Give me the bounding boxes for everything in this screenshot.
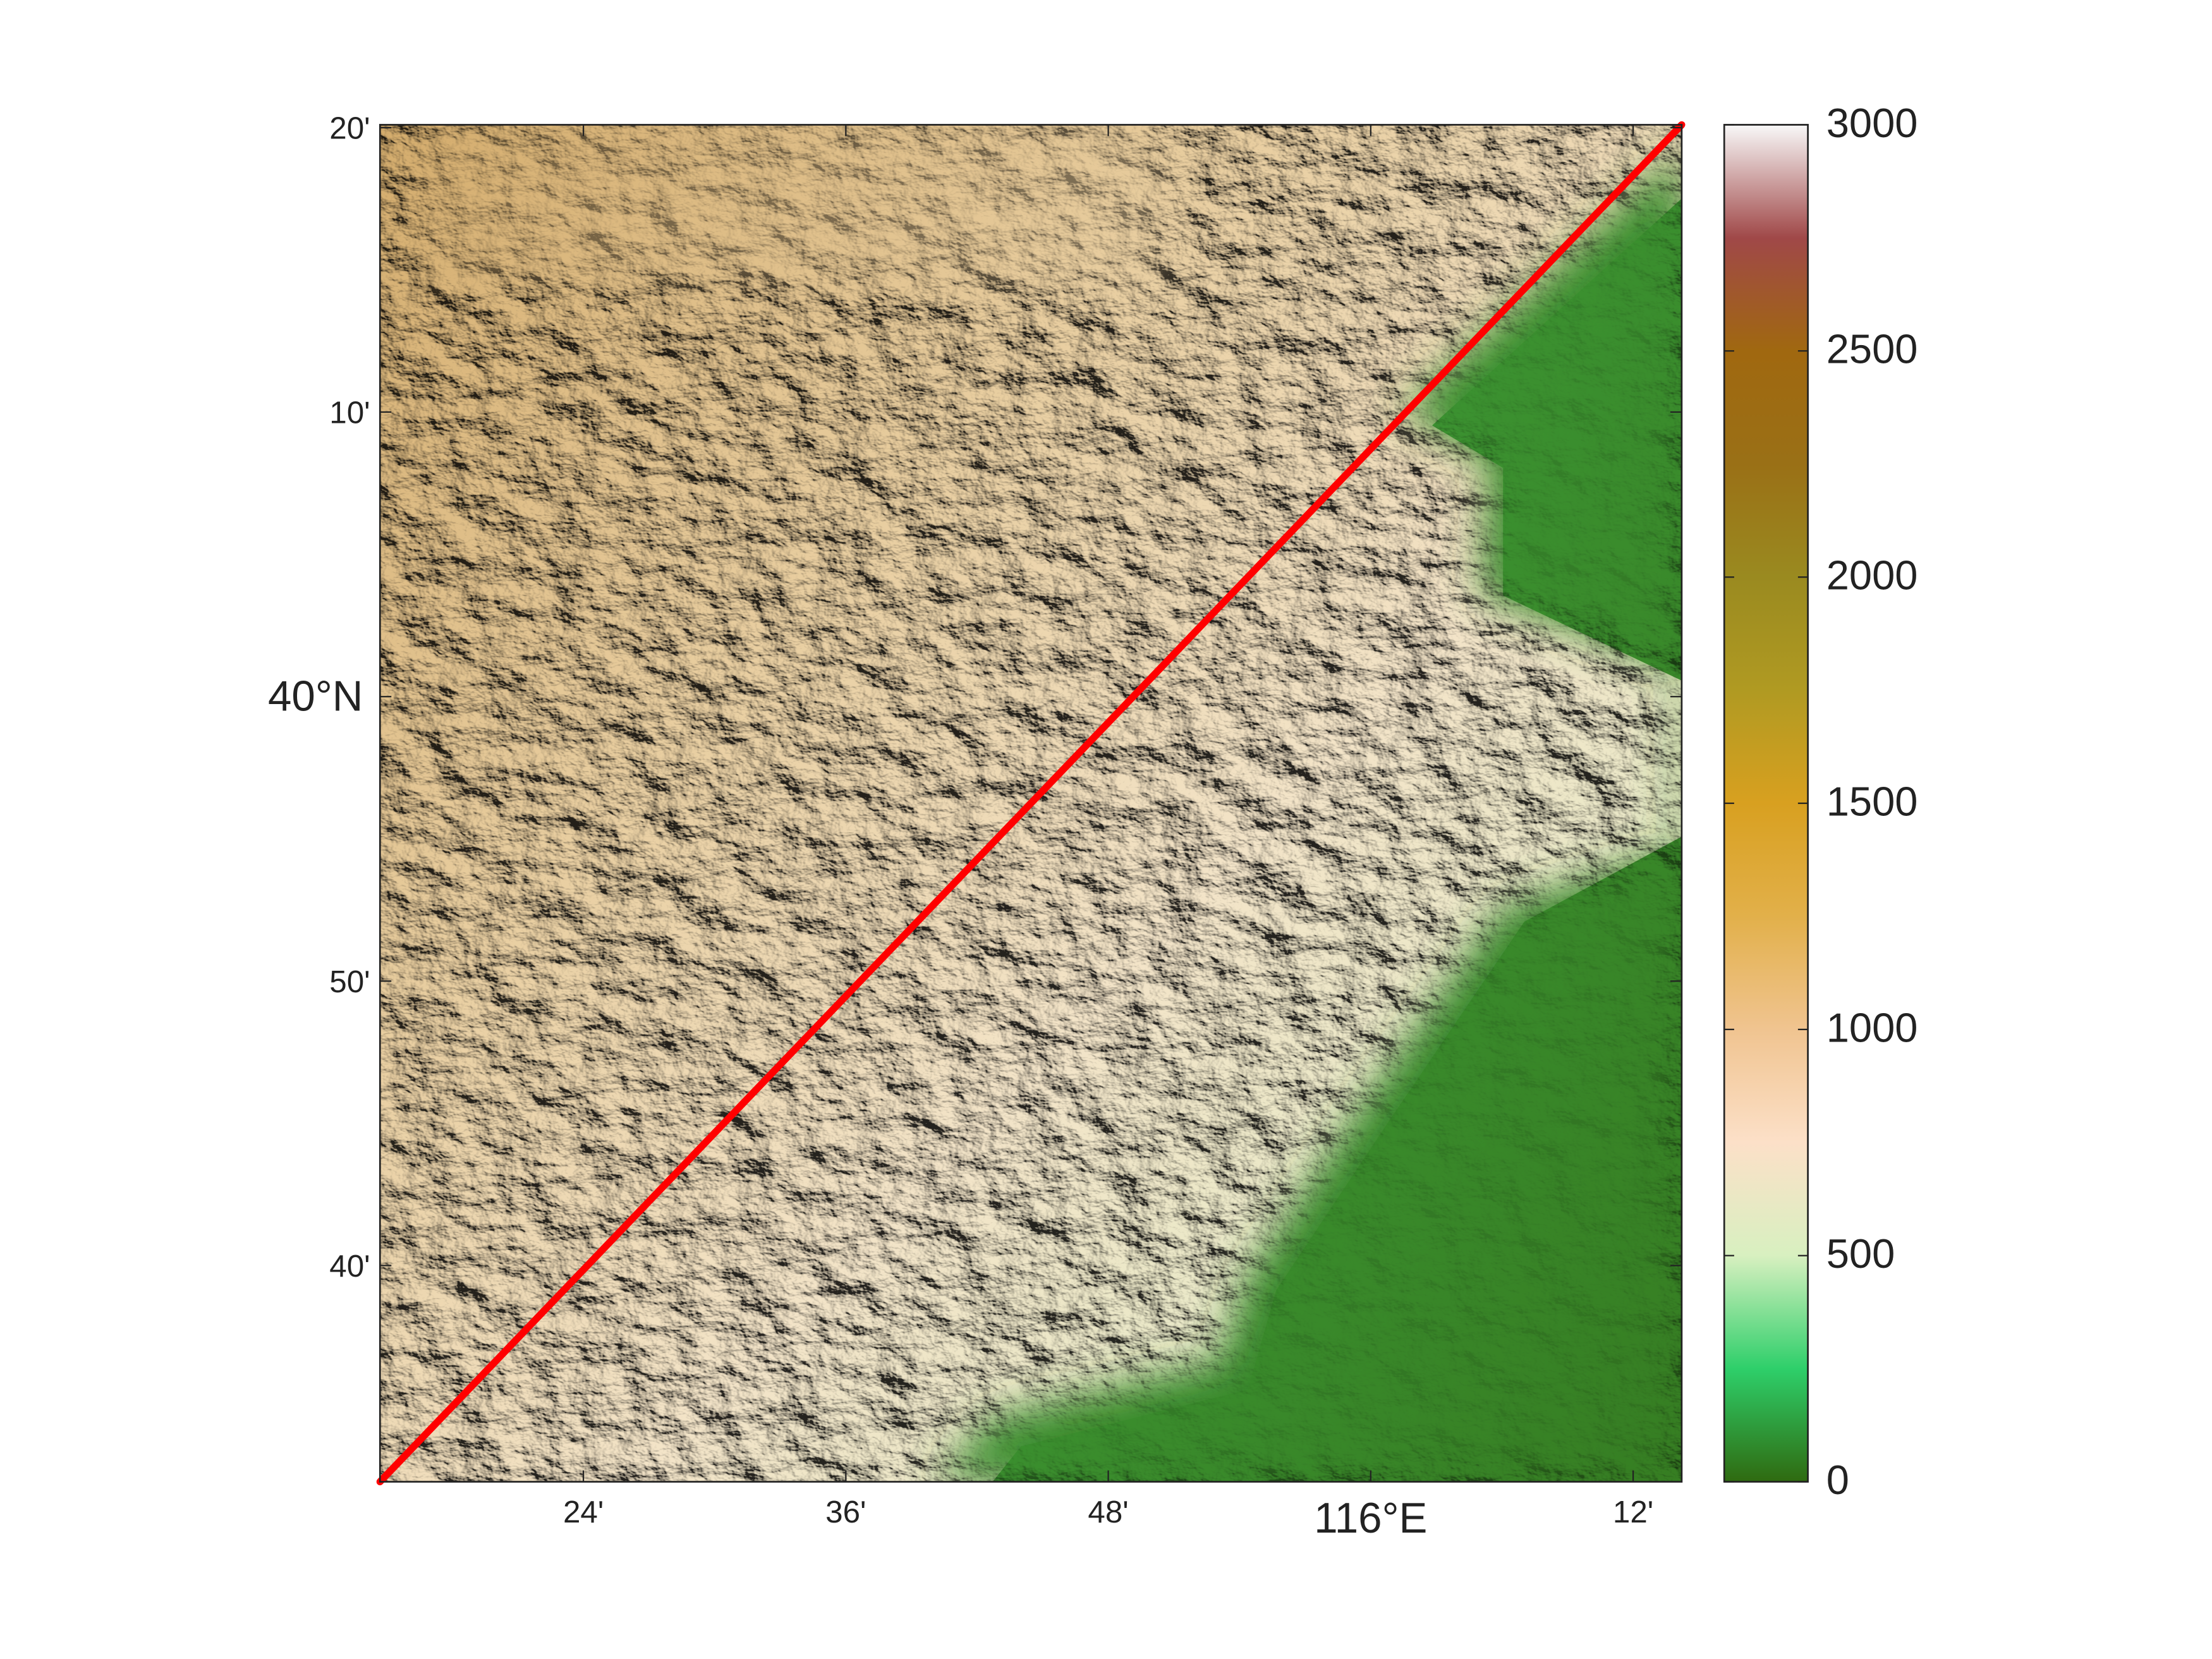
y-tick-label: 20' [329,111,370,146]
colorbar-tick-label: 500 [1826,1231,1895,1277]
colorbar-tick-label: 2500 [1826,326,1918,372]
x-tick-label: 48' [1088,1495,1128,1529]
y-tick-label: 40' [329,1249,370,1284]
map-frame [379,124,1683,1483]
colorbar-tick-label: 0 [1826,1457,1849,1503]
y-tick-label: 40°N [268,672,363,720]
colorbar-tick-label: 2000 [1826,552,1918,599]
x-tick-label: 12' [1613,1495,1653,1529]
x-tick-label: 116°E [1314,1495,1427,1542]
x-tick-label: 24' [563,1495,604,1529]
y-tick-label: 10' [329,395,370,430]
y-tick-label: 50' [329,964,370,999]
colorbar [1723,124,1809,1483]
colorbar-tick-label: 1000 [1826,1004,1918,1050]
x-tick-label: 36' [825,1495,866,1529]
colorbar-tick-label: 1500 [1826,778,1918,824]
profile-line [376,121,1686,1486]
colorbar-tick-label: 3000 [1826,100,1918,146]
